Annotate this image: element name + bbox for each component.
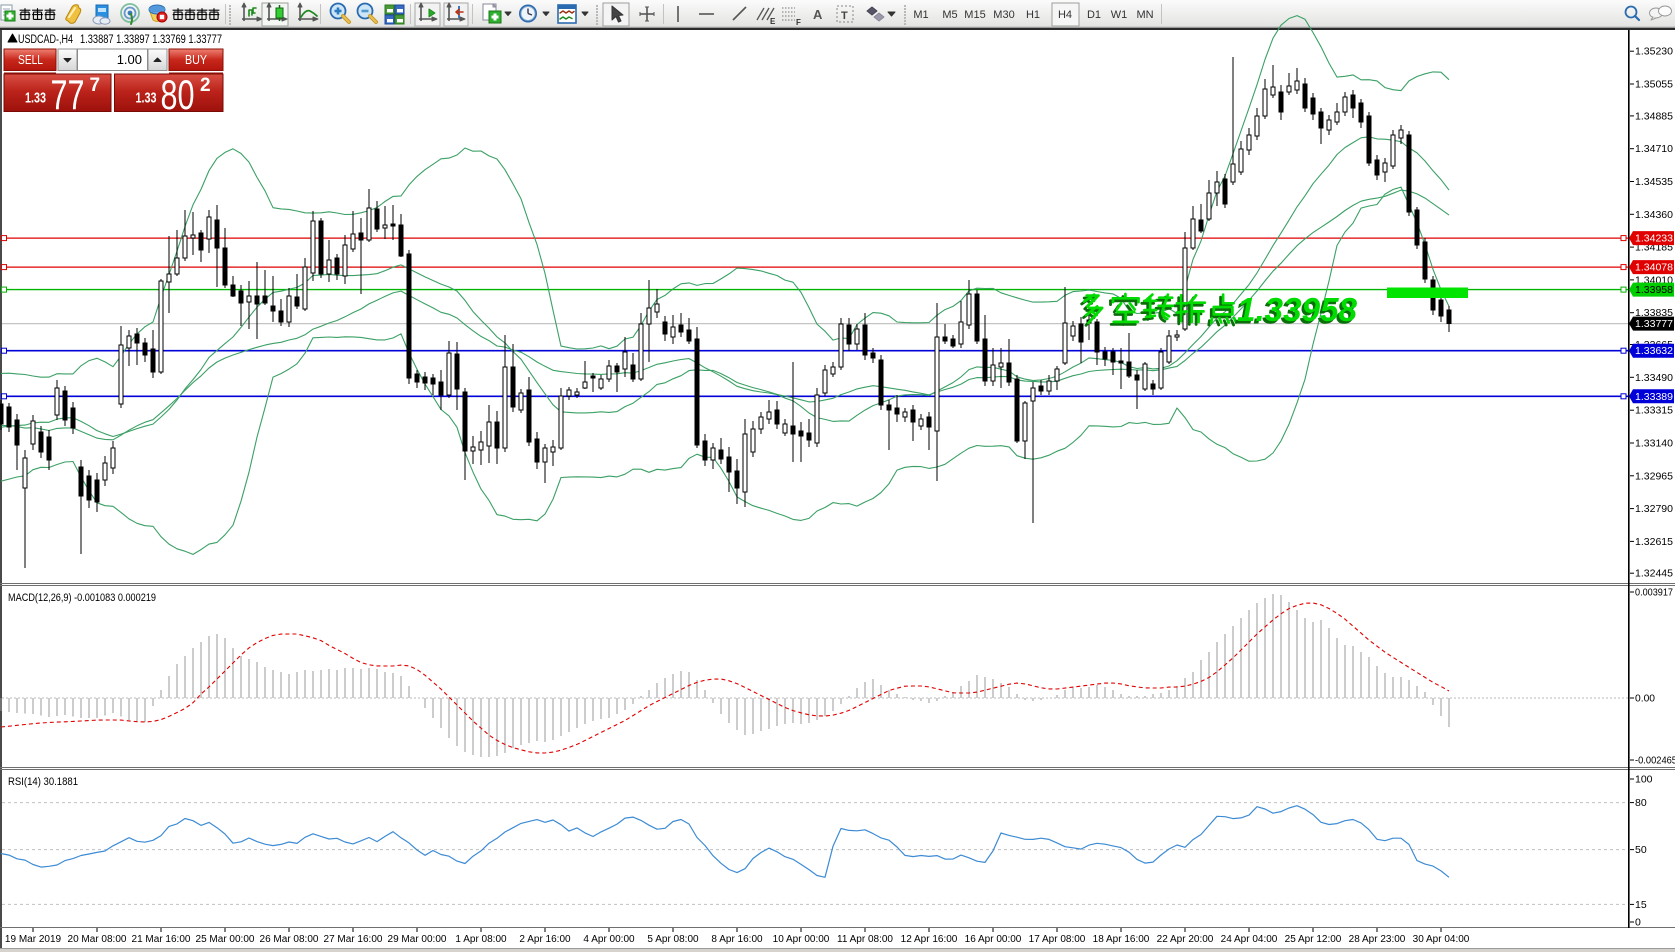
svg-text:1.33140: 1.33140 — [1635, 438, 1673, 450]
svg-text:25 Apr 12:00: 25 Apr 12:00 — [1285, 934, 1342, 945]
svg-text:80: 80 — [161, 71, 195, 118]
svg-text:0.003917: 0.003917 — [1635, 587, 1673, 599]
svg-text:1.33777: 1.33777 — [1635, 318, 1673, 330]
svg-text:D1: D1 — [1087, 9, 1101, 21]
svg-text:1.00: 1.00 — [117, 52, 142, 67]
svg-text:17 Apr 08:00: 17 Apr 08:00 — [1029, 934, 1086, 945]
svg-text:19 Mar 2019: 19 Mar 2019 — [5, 934, 62, 945]
svg-text:10 Apr 00:00: 10 Apr 00:00 — [773, 934, 830, 945]
svg-text:1.34360: 1.34360 — [1635, 209, 1673, 221]
svg-text:1.32615: 1.32615 — [1635, 536, 1673, 548]
svg-text:M30: M30 — [993, 9, 1014, 21]
svg-text:E: E — [770, 17, 776, 26]
svg-text:T: T — [841, 10, 848, 22]
svg-text:29 Mar 00:00: 29 Mar 00:00 — [388, 934, 447, 945]
svg-text:1.33958: 1.33958 — [1235, 294, 1356, 331]
svg-text:0.00: 0.00 — [1635, 693, 1655, 705]
svg-text:1.33958: 1.33958 — [1237, 291, 1358, 328]
svg-text:MN: MN — [1136, 9, 1153, 21]
svg-text:1.32965: 1.32965 — [1635, 470, 1673, 482]
svg-text:W1: W1 — [1111, 9, 1128, 21]
svg-text:1.32790: 1.32790 — [1635, 503, 1673, 515]
svg-text:12 Apr 16:00: 12 Apr 16:00 — [901, 934, 958, 945]
svg-text:1.33315: 1.33315 — [1635, 405, 1673, 417]
svg-text:24 Apr 04:00: 24 Apr 04:00 — [1221, 934, 1278, 945]
svg-text:20 Mar 08:00: 20 Mar 08:00 — [68, 934, 127, 945]
svg-text:F: F — [796, 18, 801, 27]
svg-text:2: 2 — [200, 75, 211, 96]
svg-text:22 Apr 20:00: 22 Apr 20:00 — [1157, 934, 1214, 945]
svg-text:30 Apr 04:00: 30 Apr 04:00 — [1413, 934, 1470, 945]
svg-text:SELL: SELL — [18, 53, 43, 67]
svg-text:1.33887 1.33897 1.33769 1.3377: 1.33887 1.33897 1.33769 1.33777 — [80, 34, 222, 46]
svg-text:1 Apr 08:00: 1 Apr 08:00 — [455, 934, 507, 945]
svg-text:4 Apr 00:00: 4 Apr 00:00 — [583, 934, 635, 945]
svg-text:1.35055: 1.35055 — [1635, 79, 1673, 91]
svg-text:80: 80 — [1635, 797, 1647, 809]
svg-text:1.33: 1.33 — [25, 91, 46, 107]
svg-text:21 Mar 16:00: 21 Mar 16:00 — [132, 934, 191, 945]
svg-text:M15: M15 — [964, 9, 985, 21]
svg-text:1.33: 1.33 — [136, 91, 157, 107]
svg-text:11 Apr 08:00: 11 Apr 08:00 — [837, 934, 893, 945]
svg-text:1.34535: 1.34535 — [1635, 176, 1673, 188]
svg-text:27 Mar 16:00: 27 Mar 16:00 — [324, 934, 383, 945]
svg-text:M1: M1 — [913, 9, 928, 21]
svg-text:-0.002465: -0.002465 — [1635, 755, 1675, 767]
svg-text:1.32445: 1.32445 — [1635, 568, 1673, 580]
svg-text:18 Apr 16:00: 18 Apr 16:00 — [1093, 934, 1150, 945]
svg-text:A: A — [813, 7, 823, 22]
svg-text:77: 77 — [51, 71, 85, 118]
svg-text:H4: H4 — [1058, 9, 1072, 21]
svg-text:USDCAD-,H4: USDCAD-,H4 — [18, 34, 73, 46]
svg-text:7: 7 — [90, 75, 101, 96]
svg-text:16 Apr 00:00: 16 Apr 00:00 — [965, 934, 1022, 945]
svg-text:1.34885: 1.34885 — [1635, 110, 1673, 122]
svg-text:25 Mar 00:00: 25 Mar 00:00 — [196, 934, 255, 945]
svg-text:1.35230: 1.35230 — [1635, 46, 1673, 58]
svg-text:5 Apr 08:00: 5 Apr 08:00 — [647, 934, 699, 945]
svg-text:1.33389: 1.33389 — [1635, 391, 1673, 403]
svg-text:8 Apr 16:00: 8 Apr 16:00 — [711, 934, 763, 945]
svg-text:1.33490: 1.33490 — [1635, 372, 1673, 384]
svg-text:RSI(14) 30.1881: RSI(14) 30.1881 — [8, 776, 78, 788]
svg-text:2 Apr 16:00: 2 Apr 16:00 — [519, 934, 571, 945]
svg-text:1.33632: 1.33632 — [1635, 345, 1673, 357]
svg-text:BUY: BUY — [185, 53, 208, 67]
svg-text:28 Apr 23:00: 28 Apr 23:00 — [1349, 934, 1406, 945]
svg-text:M5: M5 — [942, 9, 957, 21]
svg-text:1.33835: 1.33835 — [1635, 307, 1673, 319]
svg-text:1.34233: 1.34233 — [1635, 233, 1673, 245]
svg-text:15: 15 — [1635, 899, 1647, 911]
svg-text:26 Mar 08:00: 26 Mar 08:00 — [260, 934, 319, 945]
svg-text:1.34710: 1.34710 — [1635, 143, 1673, 155]
svg-text:100: 100 — [1635, 774, 1653, 786]
svg-text:0: 0 — [1635, 917, 1641, 929]
svg-text:H1: H1 — [1026, 9, 1040, 21]
svg-text:50: 50 — [1635, 844, 1647, 856]
svg-text:1.34078: 1.34078 — [1635, 262, 1673, 274]
svg-text:1.33958: 1.33958 — [1635, 284, 1673, 296]
svg-text:MACD(12,26,9) -0.001083 0.0002: MACD(12,26,9) -0.001083 0.000219 — [8, 592, 156, 604]
